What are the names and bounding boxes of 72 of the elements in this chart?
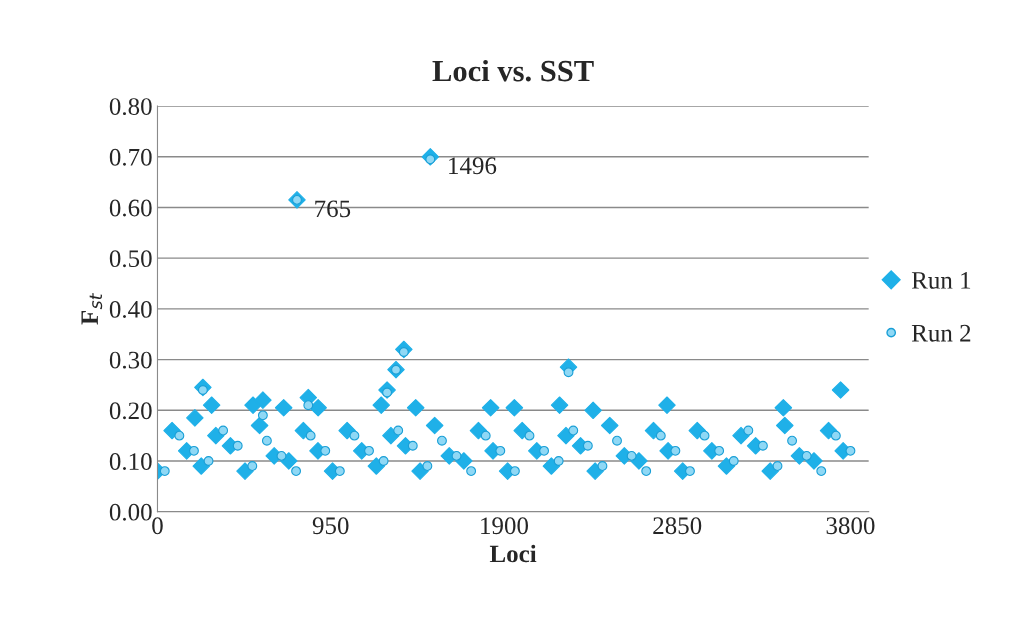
y-tick-label: 0.10 [109,453,152,471]
y-tick-label: 0.30 [109,351,152,369]
x-tick-label: 2850 [653,517,702,535]
point [582,440,593,451]
y-tick-label: 0.80 [109,98,152,116]
point [451,450,462,461]
point [303,400,314,411]
y-axis-title: F$_{st}$ [81,292,103,325]
point [422,461,433,471]
y-tick-label: 0.00 [109,503,152,521]
point [305,430,316,441]
point [480,430,491,441]
point [349,430,360,441]
point [772,461,783,471]
legend-label: Run 1 [911,272,971,289]
point [276,450,287,461]
point [407,440,418,451]
annotation: 1496 [449,157,497,175]
point [159,466,170,477]
point [495,445,506,456]
y-tick-label: 0.20 [109,402,152,420]
point [232,440,243,451]
point [291,466,302,477]
x-tick-label: 0 [152,517,163,535]
point [641,466,652,477]
point [597,461,608,471]
point [203,456,214,466]
point [563,367,574,378]
point [261,435,272,446]
x-tick-label: 3800 [826,517,875,535]
point [378,456,389,466]
y-tick-label: 0.40 [109,300,152,318]
point [757,440,768,451]
point [539,445,550,456]
point [685,466,695,477]
point [845,445,856,456]
point [801,450,812,461]
point [728,456,739,466]
point [524,430,535,441]
point [830,430,841,441]
x-axis-title: Loci [489,544,537,563]
point [612,435,622,446]
point [509,466,520,477]
point [247,461,258,471]
point [699,430,710,441]
point [655,430,666,441]
y-tick-label: 0.70 [109,148,152,166]
point [189,445,199,456]
point [218,425,229,436]
x-tick-label: 1900 [481,517,529,535]
point [364,445,374,456]
point [670,445,681,456]
point [714,445,725,456]
legend-label: Run 2 [911,324,971,342]
point [437,435,447,446]
point [393,425,404,436]
point [320,445,331,456]
y-tick-label: 0.50 [109,250,152,268]
point [568,425,579,436]
point [743,425,754,436]
point [466,466,477,477]
y-tick-label: 0.60 [109,199,152,217]
point [334,466,345,477]
point [816,466,827,477]
point [553,456,564,466]
x-tick-label: 950 [312,517,349,535]
point [174,430,185,441]
chart-title: Loci vs. SST [432,59,594,82]
point [257,410,268,421]
point [787,435,798,446]
point [626,450,637,461]
annotation: 765 [315,200,351,218]
